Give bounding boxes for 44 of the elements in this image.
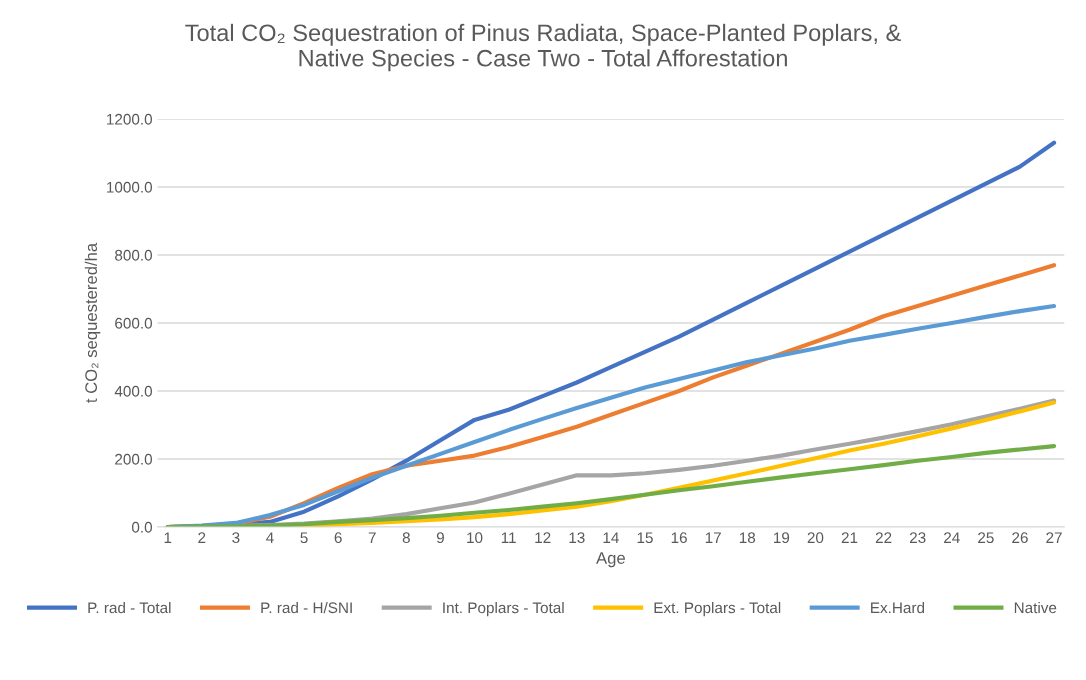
legend-label: Int. Poplars - Total [443,601,564,617]
x-tick-label: 18 [739,532,756,544]
x-tick-label: 9 [436,532,444,544]
x-tick-label: 3 [232,532,240,544]
line-series [165,443,1057,527]
y-tick-label: 800.0 [115,249,153,261]
x-tick-label: 15 [637,532,653,544]
x-axis-title: Age [596,552,625,568]
x-tick-label: 6 [334,532,342,544]
x-tick-label: 2 [198,532,206,543]
x-tick-label: 12 [535,532,551,543]
x-tick-label: 24 [944,532,960,543]
x-tick-label: 25 [978,532,994,544]
x-tick-label: 1 [164,532,172,543]
x-tick-label: 19 [774,532,790,544]
legend-label: P. rad - H/SNI [261,601,352,614]
x-tick-label: 16 [671,532,687,544]
x-tick-label: 8 [402,532,410,544]
x-tick-label: 20 [807,532,824,544]
y-tick-label: 1200.0 [107,113,153,125]
legend-label: P. rad - Total [88,601,171,614]
y-tick-label: 0.0 [131,521,153,533]
x-tick-label: 26 [1012,532,1028,544]
x-tick-label: 13 [569,532,585,544]
x-tick-label: 27 [1046,532,1062,543]
x-tick-label: 7 [368,532,376,543]
y-tick-label: 400.0 [114,385,153,397]
x-tick-label: 22 [875,532,892,543]
y-tick-label: 600.0 [115,317,153,329]
x-tick-label: 5 [300,532,308,544]
y-axis-title: t CO₂ sequestered/ha [84,242,101,403]
x-tick-label: 17 [705,532,721,543]
legend-label: Ex.Hard [871,601,925,614]
legend-label: Ext. Poplars - Total [654,601,781,617]
x-tick-label: 23 [909,532,926,544]
y-tick-label: 1000.0 [107,181,153,193]
y-tick-label: 200.0 [115,453,153,465]
x-tick-label: 14 [603,532,619,543]
x-tick-label: 4 [266,532,274,543]
x-tick-label: 10 [467,532,483,544]
x-tick-label: 11 [501,532,516,543]
legend-label: Native [1014,601,1057,614]
chart-title: Total CO₂ Sequestration of Pinus Radiata, Space-Planted Poplars, & Native Species - Case Two - Total Afforestation [185,23,901,72]
x-tick-label: 21 [841,532,858,543]
